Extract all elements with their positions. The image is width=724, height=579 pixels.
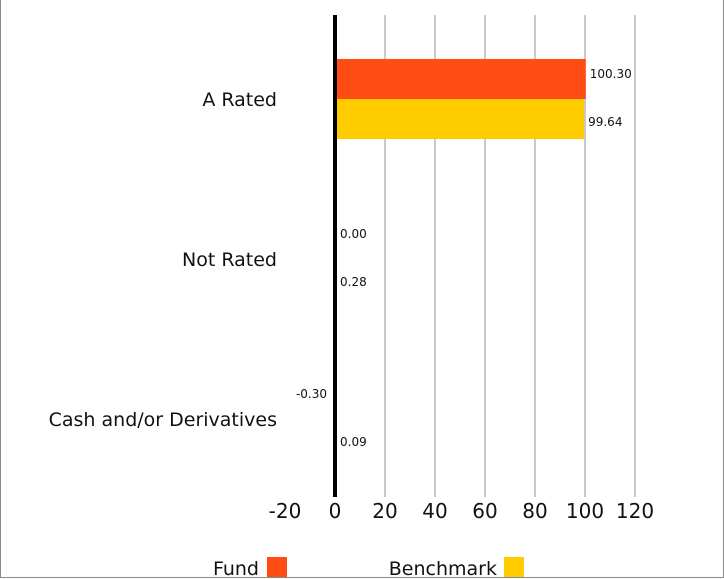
legend-swatch-fund (267, 557, 287, 577)
category-label: Not Rated (182, 249, 277, 271)
x-tick-label: 0 (329, 499, 342, 523)
x-tick-label: 80 (522, 499, 547, 523)
value-label: 0.28 (340, 275, 367, 289)
x-tick-label: 100 (566, 499, 604, 523)
x-tick-label: 60 (472, 499, 497, 523)
x-tick-label: -20 (269, 499, 302, 523)
value-label: 0.09 (340, 435, 367, 449)
value-label: -0.30 (296, 387, 327, 401)
value-label: 100.30 (590, 67, 632, 81)
legend-swatch-benchmark (504, 557, 524, 577)
value-label: 99.64 (588, 115, 622, 129)
category-label: A Rated (202, 89, 277, 111)
x-tick-label: 20 (372, 499, 397, 523)
value-label: 0.00 (340, 227, 367, 241)
category-label: Cash and/or Derivatives (49, 409, 277, 431)
x-tick-label: 120 (616, 499, 654, 523)
x-tick-label: 40 (422, 499, 447, 523)
bar-benchmark (335, 99, 585, 139)
legend-label-fund: Fund (213, 558, 259, 579)
bar-fund (335, 59, 586, 99)
legend-label-benchmark: Benchmark (389, 558, 497, 579)
